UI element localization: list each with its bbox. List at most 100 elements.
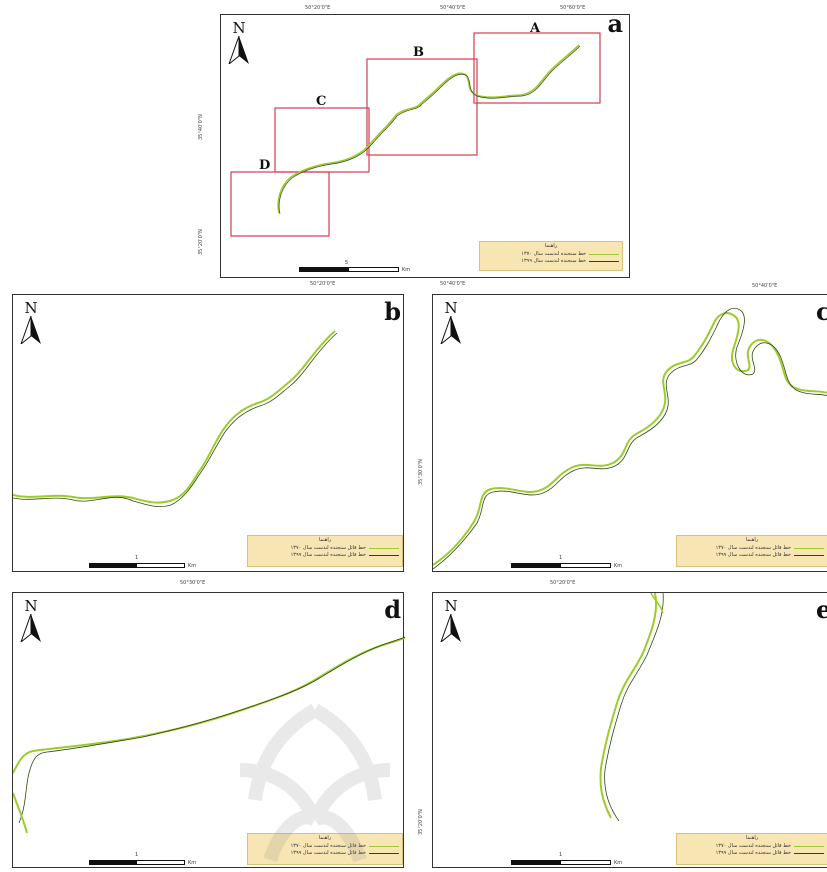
legend-swatch [369, 548, 399, 549]
legend-swatch [794, 555, 824, 556]
river-line-c-1 [433, 312, 827, 566]
legend-title: راهنما [745, 835, 759, 841]
legend-row: خط سنجنده لندست سال ۱۳۷۰ [480, 251, 622, 258]
panel-label-c: c [816, 297, 827, 326]
coord-e-top: 50°20'0"E [550, 580, 576, 586]
legend-e: راهنما خط قائل سنجنده لندست سال ۱۳۷۰ خط … [676, 833, 827, 865]
scale-mid-e: 1 [559, 852, 563, 858]
legend-row: خط قائل سنجنده لندست سال ۱۳۷۰ [248, 545, 402, 552]
legend-row: خط قائل سنجنده لندست سال ۱۳۹۹ [677, 850, 827, 857]
legend-swatch [369, 846, 399, 847]
legend-c: راهنما خط قائل سنجنده لندست سال ۱۳۷۰ خط … [676, 535, 827, 567]
coord-d-top: 50°30'0"E [180, 580, 206, 586]
coord-c-top: 50°40'0"E [752, 283, 778, 289]
north-arrow-e: N [439, 599, 463, 646]
panel-label-b: b [384, 297, 401, 326]
coord-a-top-2: 50°40'0"E [440, 5, 466, 11]
legend-a: راهنما خط سنجنده لندست سال ۱۳۷۰ خط سنجند… [479, 241, 623, 271]
panel-a-overview: N a A B C D راهنما خط سنجنده لندست سال ۱… [220, 9, 630, 278]
map-e-canvas [599, 593, 664, 822]
coord-a-left-1: 35°40'0"N [198, 114, 204, 140]
scale-unit-d: Km [188, 860, 197, 866]
scale-bar-b [89, 563, 185, 568]
legend-b: راهنما خط قائل سنجنده لندست سال ۱۳۷۰ خط … [247, 535, 403, 567]
watermark-emblem [239, 703, 391, 863]
legend-row: خط قائل سنجنده لندست سال ۱۳۷۰ [677, 843, 827, 850]
box-b [366, 58, 478, 156]
scale-mid-a: 5 [345, 260, 349, 266]
map-b-canvas [13, 330, 338, 508]
legend-row: خط قائل سنجنده لندست سال ۱۳۹۹ [248, 552, 402, 559]
legend-swatch [369, 853, 399, 854]
north-letter-e: N [444, 597, 458, 615]
legend-title: راهنما [318, 537, 332, 543]
panel-e: N e راهنما خط قائل سنجنده لندست سال ۱۳۷۰… [432, 592, 827, 868]
river-line-a-1 [277, 44, 580, 214]
legend-swatch [589, 261, 619, 262]
scale-bar-d [89, 860, 185, 865]
river-line-c-2 [433, 307, 827, 570]
river-line-b-2 [13, 332, 338, 508]
map-c-canvas [433, 307, 827, 570]
legend-row: خط قائل سنجنده لندست سال ۱۳۹۹ [248, 850, 402, 857]
north-letter-a: N [232, 19, 246, 37]
river-line-e-2 [604, 593, 664, 822]
panel-d: N d راهنما خط قائل سنجنده لندست سال ۱۳۷۰… [12, 592, 405, 868]
legend-row: خط قائل سنجنده لندست سال ۱۳۹۹ [677, 552, 827, 559]
legend-swatch [794, 846, 824, 847]
coord-c-left: 35°30'0"N [418, 459, 424, 485]
scale-unit-e: Km [614, 860, 623, 866]
north-arrow-a: N [227, 21, 251, 68]
coord-a-bottom-1: 50°20'0"E [310, 281, 336, 287]
north-letter-b: N [24, 299, 38, 317]
box-c [274, 107, 370, 173]
legend-row: خط قائل سنجنده لندست سال ۱۳۷۰ [677, 545, 827, 552]
north-arrow-icon [227, 35, 249, 66]
scale-mid-d: 1 [135, 852, 139, 858]
legend-swatch [589, 254, 619, 255]
north-arrow-icon [19, 613, 41, 644]
legend-swatch [369, 555, 399, 556]
box-label-c: C [316, 94, 327, 109]
coord-a-left-2: 35°20'0"N [198, 229, 204, 255]
scale-mid-b: 1 [135, 555, 139, 561]
legend-row: خط سنجنده لندست سال ۱۳۹۹ [480, 258, 622, 265]
box-label-d: D [259, 158, 271, 173]
scale-bar-a [299, 267, 399, 272]
scale-bar-e [511, 860, 611, 865]
legend-title: راهنما [544, 243, 558, 249]
north-arrow-icon [439, 613, 461, 644]
north-arrow-d: N [19, 599, 43, 646]
north-arrow-c: N [439, 301, 463, 348]
box-label-b: B [413, 45, 424, 60]
legend-swatch [794, 548, 824, 549]
north-letter-d: N [24, 597, 38, 615]
legend-row: خط قائل سنجنده لندست سال ۱۳۷۰ [248, 843, 402, 850]
scale-bar-c [511, 563, 611, 568]
box-a [473, 32, 601, 104]
legend-swatch [794, 853, 824, 854]
north-arrow-b: N [19, 301, 43, 348]
scale-mid-c: 1 [559, 555, 563, 561]
coord-a-top-3: 50°60'0"E [560, 5, 586, 11]
coord-a-bottom-2: 50°40'0"E [440, 281, 466, 287]
box-d [230, 171, 330, 237]
map-d-canvas [13, 636, 405, 834]
scale-unit-c: Km [614, 563, 623, 569]
scale-unit-a: Km [402, 267, 411, 273]
north-letter-c: N [444, 299, 458, 317]
north-arrow-icon [439, 315, 461, 346]
panel-label-d: d [384, 595, 401, 624]
river-line-e-1 [599, 593, 657, 819]
river-line-d-3 [13, 792, 28, 834]
scale-unit-b: Km [188, 563, 197, 569]
map-a-canvas [230, 32, 601, 237]
river-line-e-3 [650, 593, 664, 614]
river-line-a-2 [278, 45, 581, 215]
panel-c: N c راهنما خط قائل سنجنده لندست سال ۱۳۷۰… [432, 294, 827, 572]
river-line-b-1 [13, 330, 336, 504]
panel-label-a: a [607, 9, 623, 38]
legend-d: راهنما خط قائل سنجنده لندست سال ۱۳۷۰ خط … [247, 833, 403, 865]
north-arrow-icon [19, 315, 41, 346]
panel-label-e: e [816, 595, 827, 624]
